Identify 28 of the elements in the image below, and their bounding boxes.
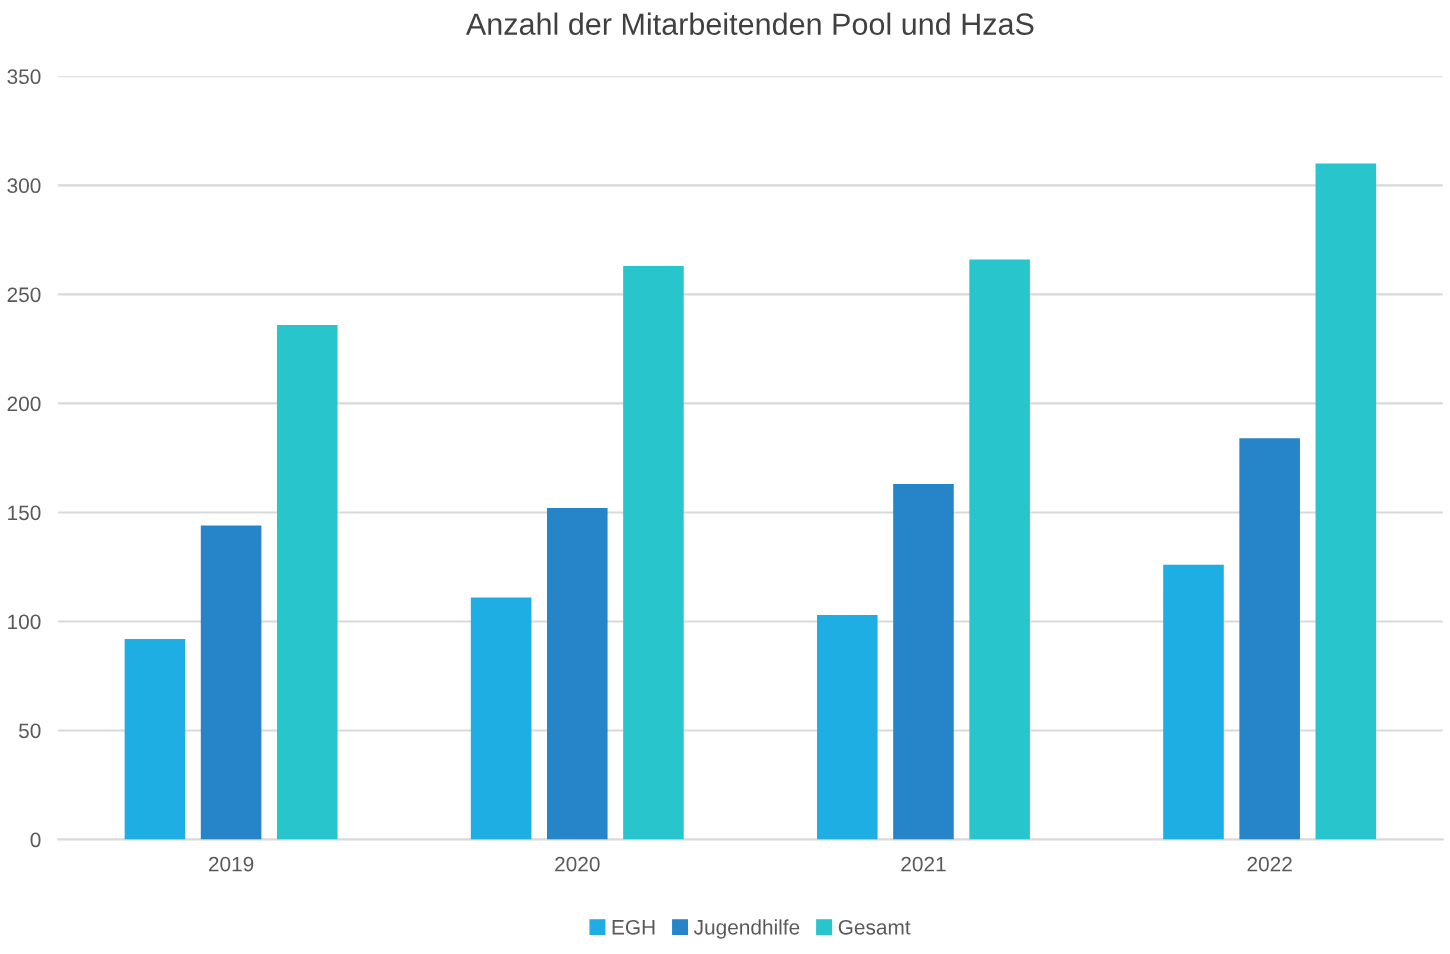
y-tick-label: 100 xyxy=(8,614,41,630)
bar xyxy=(124,638,186,840)
x-tick-label: 2021 xyxy=(901,856,946,872)
bar xyxy=(893,484,954,840)
bar xyxy=(969,259,1030,840)
y-tick-label: 200 xyxy=(7,396,41,412)
bar xyxy=(200,525,262,840)
bar xyxy=(1163,564,1224,840)
bar xyxy=(546,508,608,840)
legend-label: EGH xyxy=(612,919,655,935)
chart-title: Anzahl der Mitarbeitenden Pool und HzaS xyxy=(465,12,1034,35)
bar xyxy=(470,597,532,840)
y-tick-label: 300 xyxy=(7,178,41,194)
bar xyxy=(817,614,878,840)
x-tick-label: 2019 xyxy=(208,856,254,872)
legend-label: Jugendhilfe xyxy=(693,919,800,939)
x-tick-label: 2022 xyxy=(1247,856,1292,872)
y-tick-label: 0 xyxy=(30,832,41,848)
y-tick-label: 350 xyxy=(7,69,41,85)
y-tick-label: 250 xyxy=(7,287,41,303)
legend-label: Gesamt xyxy=(838,919,911,935)
y-tick-label: 150 xyxy=(8,505,41,521)
y-tick-label: 50 xyxy=(19,723,41,739)
bar xyxy=(1315,163,1377,840)
bar xyxy=(1239,438,1300,840)
x-tick-label: 2020 xyxy=(555,856,600,872)
bar xyxy=(623,266,684,840)
bar xyxy=(276,324,338,840)
